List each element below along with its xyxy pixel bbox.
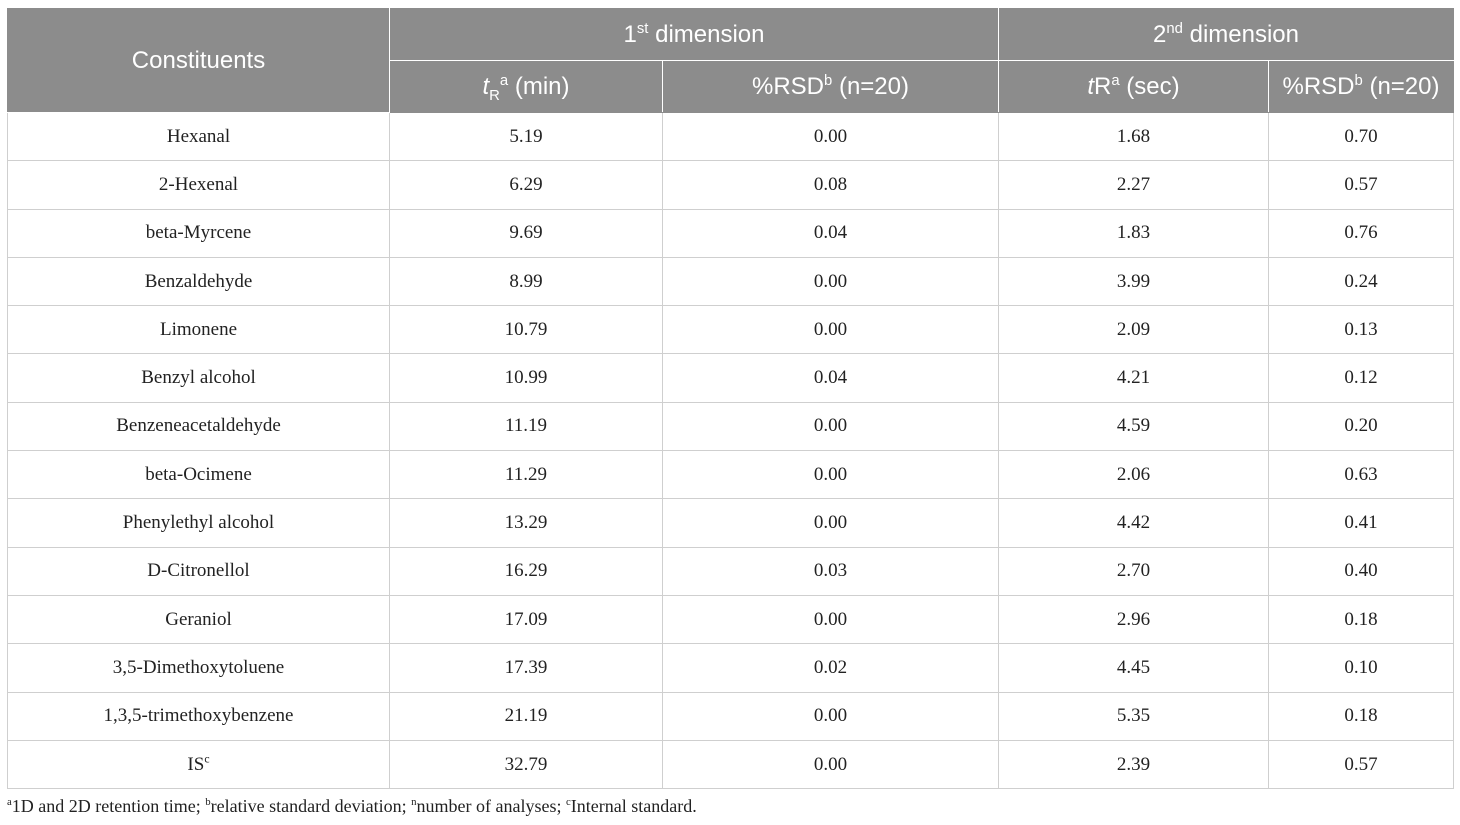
- cell-constituent: Benzaldehyde: [7, 256, 390, 307]
- cell-rsd-2: 0.41: [1268, 498, 1454, 548]
- table-row: beta-Ocimene 11.29 0.00 2.06 0.63: [7, 450, 1454, 500]
- cell-tr-sec: 1.68: [998, 111, 1269, 162]
- cell-rsd-1: 0.02: [662, 643, 999, 693]
- cell-rsd-2: 0.12: [1268, 353, 1454, 403]
- cell-rsd-1: 0.00: [662, 739, 999, 790]
- cell-rsd-1: 0.00: [662, 594, 999, 645]
- table-row: Benzeneacetaldehyde 11.19 0.00 4.59 0.20: [7, 401, 1454, 452]
- header-rsd-2: %RSDb (n=20): [1268, 60, 1454, 113]
- cell-tr-min: 11.19: [389, 401, 663, 452]
- cell-tr-min: 5.19: [389, 111, 663, 162]
- cell-rsd-1: 0.00: [662, 111, 999, 162]
- cell-rsd-1: 0.00: [662, 305, 999, 355]
- cell-tr-min: 32.79: [389, 739, 663, 790]
- cell-rsd-2: 0.13: [1268, 305, 1454, 355]
- cell-rsd-1: 0.03: [662, 546, 999, 596]
- cell-tr-sec: 4.45: [998, 643, 1269, 693]
- cell-tr-sec: 4.21: [998, 353, 1269, 403]
- table-row: 1,3,5-trimethoxybenzene 21.19 0.00 5.35 …: [7, 691, 1454, 741]
- cell-rsd-2: 0.76: [1268, 208, 1454, 258]
- header-tr-sec: tRa (sec): [998, 60, 1269, 113]
- cell-constituent: ISc: [7, 739, 390, 790]
- cell-rsd-2: 0.57: [1268, 739, 1454, 790]
- cell-constituent: 2-Hexenal: [7, 160, 390, 210]
- retention-time-table: Constituents 1st dimension 2nd dimension…: [7, 8, 1454, 790]
- header-row-1: Constituents 1st dimension 2nd dimension: [7, 8, 1454, 113]
- table-row: Hexanal 5.19 0.00 1.68 0.70: [7, 111, 1454, 162]
- table-footnote: a1D and 2D retention time; brelative sta…: [7, 796, 697, 816]
- header-row-2: tRa (min) %RSDb (n=20) tRa (sec) %RSDb (…: [8, 60, 1454, 113]
- header-tr-min: tRa (min): [389, 60, 663, 113]
- cell-rsd-1: 0.04: [662, 208, 999, 258]
- cell-constituent: 3,5-Dimethoxytoluene: [7, 643, 390, 693]
- cell-tr-sec: 4.42: [998, 498, 1269, 548]
- cell-tr-min: 21.19: [389, 691, 663, 741]
- cell-rsd-1: 0.08: [662, 160, 999, 210]
- cell-rsd-2: 0.57: [1268, 160, 1454, 210]
- cell-tr-min: 9.69: [389, 208, 663, 258]
- table-row: 2-Hexenal 6.29 0.08 2.27 0.57: [7, 160, 1454, 210]
- header-dimension-2: 2nd dimension: [998, 8, 1454, 61]
- cell-tr-sec: 2.06: [998, 450, 1269, 500]
- cell-tr-min: 6.29: [389, 160, 663, 210]
- cell-rsd-1: 0.04: [662, 353, 999, 403]
- cell-tr-min: 17.09: [389, 594, 663, 645]
- cell-rsd-2: 0.63: [1268, 450, 1454, 500]
- cell-constituent: Geraniol: [7, 594, 390, 645]
- cell-rsd-1: 0.00: [662, 401, 999, 452]
- table-row: ISc 32.79 0.00 2.39 0.57: [7, 739, 1454, 790]
- cell-rsd-2: 0.18: [1268, 691, 1454, 741]
- cell-tr-sec: 5.35: [998, 691, 1269, 741]
- table-row: D-Citronellol 16.29 0.03 2.70 0.40: [7, 546, 1454, 596]
- table-row: Benzaldehyde 8.99 0.00 3.99 0.24: [7, 256, 1454, 307]
- cell-rsd-2: 0.24: [1268, 256, 1454, 307]
- header-constituents: Constituents: [7, 8, 390, 113]
- cell-constituent: Limonene: [7, 305, 390, 355]
- cell-tr-min: 10.79: [389, 305, 663, 355]
- cell-constituent: 1,3,5-trimethoxybenzene: [7, 691, 390, 741]
- table-row: Phenylethyl alcohol 13.29 0.00 4.42 0.41: [7, 498, 1454, 548]
- cell-tr-sec: 2.70: [998, 546, 1269, 596]
- table-row: 3,5-Dimethoxytoluene 17.39 0.02 4.45 0.1…: [7, 643, 1454, 693]
- cell-constituent: Hexanal: [7, 111, 390, 162]
- table-row: Geraniol 17.09 0.00 2.96 0.18: [7, 594, 1454, 645]
- cell-tr-min: 17.39: [389, 643, 663, 693]
- cell-constituent: Phenylethyl alcohol: [7, 498, 390, 548]
- header-dimension-1: 1st dimension: [389, 8, 999, 61]
- cell-constituent: D-Citronellol: [7, 546, 390, 596]
- cell-tr-sec: 2.96: [998, 594, 1269, 645]
- table-row: beta-Myrcene 9.69 0.04 1.83 0.76: [7, 208, 1454, 258]
- cell-tr-min: 10.99: [389, 353, 663, 403]
- cell-tr-min: 16.29: [389, 546, 663, 596]
- cell-constituent: beta-Myrcene: [7, 208, 390, 258]
- data-table-container: Constituents 1st dimension 2nd dimension…: [7, 8, 1454, 790]
- cell-tr-sec: 1.83: [998, 208, 1269, 258]
- table-header: Constituents 1st dimension 2nd dimension…: [7, 8, 1454, 113]
- table-row: Limonene 10.79 0.00 2.09 0.13: [7, 305, 1454, 355]
- cell-rsd-2: 0.18: [1268, 594, 1454, 645]
- cell-tr-min: 8.99: [389, 256, 663, 307]
- cell-tr-sec: 4.59: [998, 401, 1269, 452]
- cell-tr-sec: 3.99: [998, 256, 1269, 307]
- cell-rsd-1: 0.00: [662, 498, 999, 548]
- cell-constituent: Benzeneacetaldehyde: [7, 401, 390, 452]
- cell-rsd-1: 0.00: [662, 256, 999, 307]
- cell-rsd-2: 0.70: [1268, 111, 1454, 162]
- cell-rsd-2: 0.40: [1268, 546, 1454, 596]
- cell-tr-sec: 2.27: [998, 160, 1269, 210]
- cell-tr-sec: 2.09: [998, 305, 1269, 355]
- cell-rsd-1: 0.00: [662, 691, 999, 741]
- table-row: Benzyl alcohol 10.99 0.04 4.21 0.12: [7, 353, 1454, 403]
- cell-tr-sec: 2.39: [998, 739, 1269, 790]
- cell-rsd-2: 0.20: [1268, 401, 1454, 452]
- cell-rsd-2: 0.10: [1268, 643, 1454, 693]
- cell-rsd-1: 0.00: [662, 450, 999, 500]
- table-body: Hexanal 5.19 0.00 1.68 0.70 2-Hexenal 6.…: [7, 111, 1454, 790]
- header-constituents-label: Constituents: [131, 46, 266, 74]
- cell-tr-min: 11.29: [389, 450, 663, 500]
- cell-tr-min: 13.29: [389, 498, 663, 548]
- cell-constituent: beta-Ocimene: [7, 450, 390, 500]
- header-rsd-1: %RSDb (n=20): [662, 60, 999, 113]
- cell-constituent: Benzyl alcohol: [7, 353, 390, 403]
